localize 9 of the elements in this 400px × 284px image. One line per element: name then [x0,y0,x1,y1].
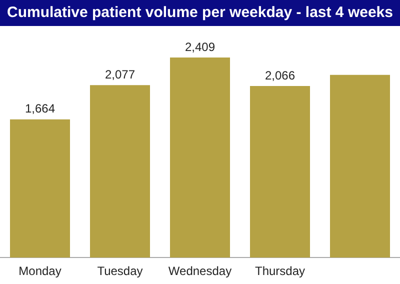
data-label: 2,066 [264,68,296,82]
chart-title: Cumulative patient volume per weekday - last 4 weeks [0,0,400,26]
data-label: 2,077 [104,67,136,82]
data-label: 1,664 [24,102,56,116]
x-tick-label: Thursday [254,264,306,278]
data-label: 2,409 [184,40,216,54]
x-tick-label: Monday [18,264,62,278]
x-tick-label: Tuesday [97,264,143,278]
x-tick-label: Wednesday [168,264,232,278]
